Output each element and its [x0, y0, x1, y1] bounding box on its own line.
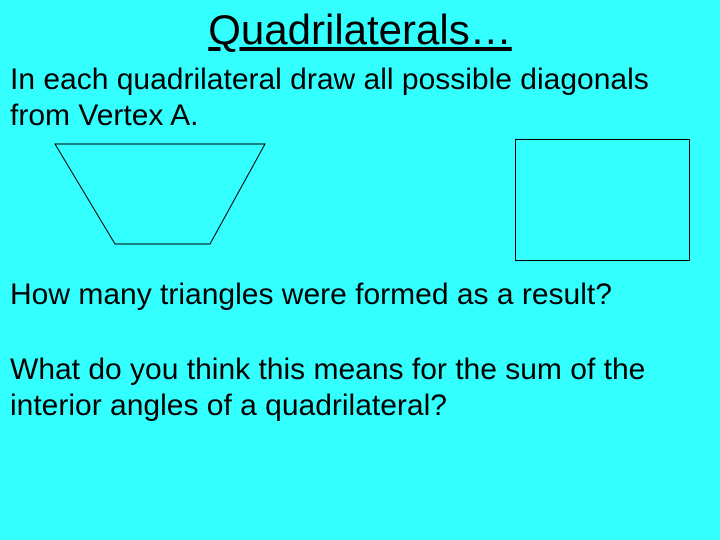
page-title: Quadrilaterals…: [0, 0, 720, 54]
question-interior-angles: What do you think this means for the sum…: [0, 352, 720, 424]
question-triangles: How many triangles were formed as a resu…: [0, 278, 720, 312]
instruction-text: In each quadrilateral draw all possible …: [0, 62, 720, 134]
spacer: [0, 312, 720, 352]
trapezoid-shape: [0, 134, 320, 254]
trapezoid-polygon: [55, 144, 265, 244]
shapes-row: [0, 134, 720, 274]
rectangle-shape: [515, 139, 690, 261]
